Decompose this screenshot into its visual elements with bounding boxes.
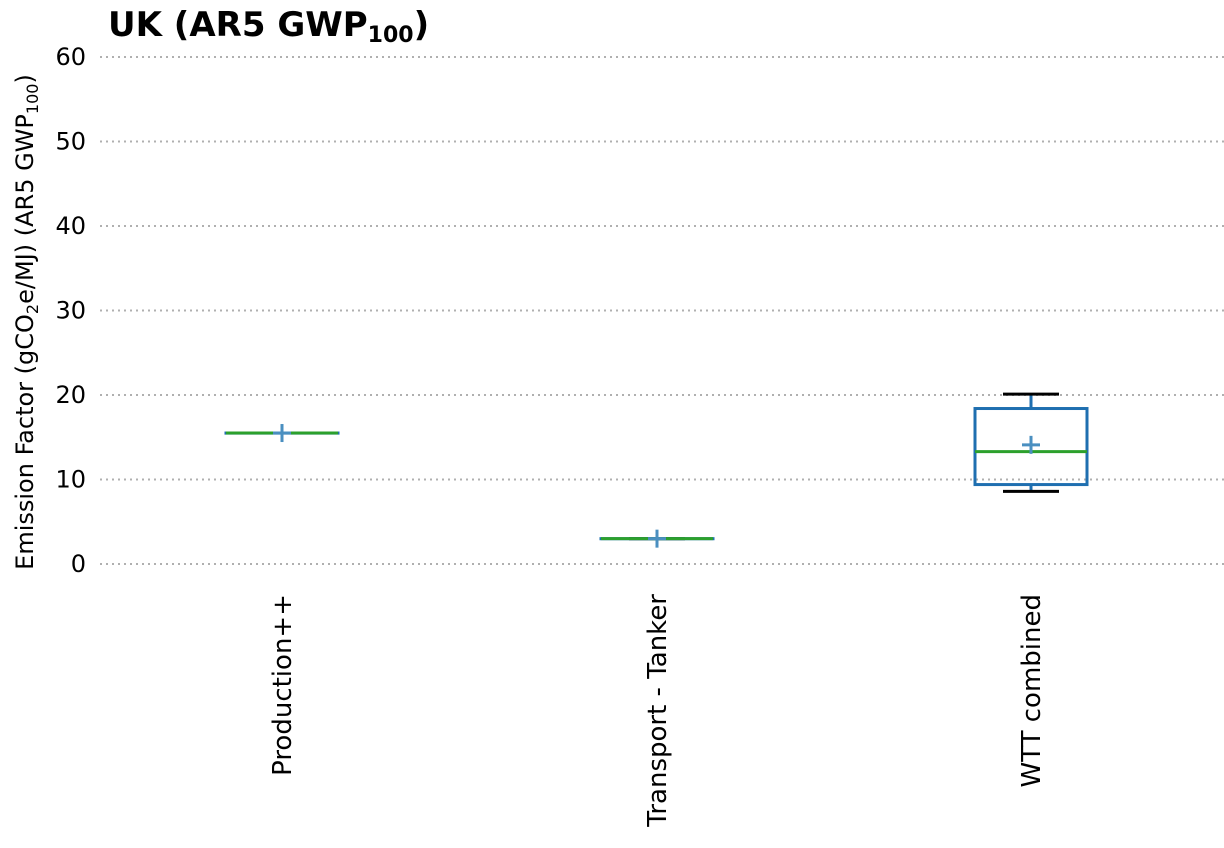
chart-title: UK (AR5 GWP100) bbox=[108, 5, 429, 48]
y-tick-label-30: 30 bbox=[55, 297, 86, 325]
box-series bbox=[224, 392, 1089, 548]
y-tick-label-40: 40 bbox=[55, 212, 86, 240]
y-axis-label-sub1: 2 bbox=[23, 304, 42, 314]
x-tick-labels: Production++ Transport - Tanker WTT combin… bbox=[268, 594, 1047, 828]
x-category-label-1: Production++ bbox=[268, 594, 298, 776]
y-axis-label-sub2: 100 bbox=[23, 84, 42, 115]
gridlines bbox=[100, 56, 1224, 565]
chart-title-end: ) bbox=[414, 5, 430, 45]
y-tick-label-60: 60 bbox=[55, 43, 86, 71]
box-3 bbox=[973, 392, 1089, 493]
chart-title-main: UK (AR5 GWP bbox=[108, 5, 368, 45]
y-tick-labels: 0 10 20 30 40 50 60 bbox=[55, 43, 86, 578]
y-axis-label-pre: Emission Factor (gCO bbox=[11, 314, 39, 570]
x-category-label-3: WTT combined bbox=[1017, 594, 1047, 788]
y-axis-label-end: ) bbox=[11, 74, 39, 83]
box-1 bbox=[224, 424, 340, 443]
box-iqr bbox=[973, 407, 1089, 487]
y-tick-label-50: 50 bbox=[55, 128, 86, 156]
box-2 bbox=[599, 529, 715, 548]
chart-title-subscript: 100 bbox=[368, 23, 414, 48]
y-tick-label-10: 10 bbox=[55, 466, 86, 494]
y-axis-label-mid: e/MJ) (AR5 GWP bbox=[11, 114, 39, 304]
y-axis-label: Emission Factor (gCO2e/MJ) (AR5 GWP100) bbox=[11, 74, 42, 570]
y-tick-label-0: 0 bbox=[71, 550, 86, 578]
y-tick-label-20: 20 bbox=[55, 381, 86, 409]
x-category-label-2: Transport - Tanker bbox=[643, 594, 673, 828]
